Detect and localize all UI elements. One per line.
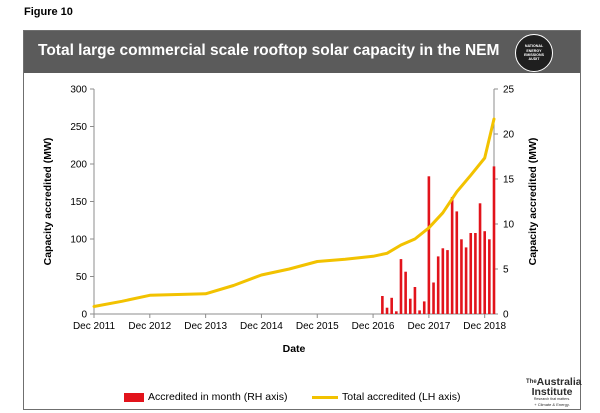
legend-item-bar: Accredited in month (RH axis) (124, 391, 287, 403)
bar-accredited-in-month (408, 298, 412, 314)
right-tick-label: 5 (503, 265, 509, 276)
right-tick-label: 10 (503, 220, 515, 231)
badge-text: NATIONAL ENERGY EMISSIONS AUDIT (524, 44, 544, 62)
bar-accredited-in-month (474, 233, 477, 314)
x-tick-label: Dec 2018 (463, 321, 506, 332)
chart-plot: 0 50 100 150 200 250 300 0 5 10 15 20 25 Dec 2011 Dec … (42, 85, 539, 356)
x-tick-label: Dec 2016 (352, 321, 395, 332)
left-tick-label: 0 (81, 310, 87, 321)
logo-name: TheAustralia Institute (526, 376, 582, 398)
bar-accredited-in-month (464, 247, 468, 314)
left-tick-label: 300 (70, 85, 87, 96)
right-tick-label: 25 (503, 85, 515, 96)
legend-item-line: Total accredited (LH axis) (312, 391, 460, 403)
left-tick-label: 50 (76, 272, 88, 283)
left-tick-label: 100 (70, 235, 87, 246)
bar-accredited-in-month (399, 259, 403, 314)
chart-title-bar: Total large commercial scale rooftop sol… (24, 31, 580, 73)
chart-frame: Total large commercial scale rooftop sol… (23, 30, 582, 410)
bar-accredited-in-month (413, 287, 417, 314)
x-tick-label: Dec 2012 (128, 321, 171, 332)
right-tick-label: 0 (503, 310, 509, 321)
legend-label-line: Total accredited (LH axis) (342, 391, 461, 403)
line-total-accredited (92, 117, 496, 308)
logo-tagline: Research that matters. (533, 397, 571, 401)
bar-accredited-in-month (460, 239, 463, 314)
bar-accredited-in-month (427, 176, 431, 314)
bar-accredited-in-month (483, 231, 486, 314)
x-tick-label: Dec 2015 (296, 321, 339, 332)
x-axis-label: Date (283, 343, 306, 355)
bar-accredited-in-month (432, 282, 435, 314)
legend-swatch-line (312, 395, 338, 399)
bar-accredited-in-month (446, 250, 449, 314)
australia-institute-logo: TheAustralia Institute Research that mat… (526, 376, 582, 408)
bar-accredited-in-month (455, 211, 459, 314)
bar-accredited-in-month (478, 203, 482, 314)
right-tick-label: 15 (503, 175, 515, 186)
right-tick-label: 20 (503, 130, 515, 141)
bar-accredited-in-month (488, 239, 491, 314)
bar-accredited-in-month (395, 311, 398, 314)
x-tick-label: Dec 2014 (240, 321, 283, 332)
bar-accredited-in-month (422, 301, 426, 314)
left-tick-label: 150 (70, 197, 87, 208)
bar-accredited-in-month (441, 248, 445, 314)
left-tick-label: 200 (70, 160, 87, 171)
left-tick-label: 250 (70, 122, 87, 133)
bar-accredited-in-month (390, 297, 393, 314)
bar-accredited-in-month (385, 307, 389, 314)
bar-accredited-in-month (492, 166, 496, 314)
logo-subtitle: + Climate & Energy. (534, 402, 570, 407)
x-tick-label: Dec 2017 (407, 321, 450, 332)
bar-accredited-in-month (450, 197, 454, 314)
x-tick-label: Dec 2013 (184, 321, 227, 332)
national-energy-emissions-audit-badge: NATIONAL ENERGY EMISSIONS AUDIT (515, 34, 553, 72)
chart-title: Total large commercial scale rooftop sol… (38, 42, 500, 59)
right-axis-label: Capacity accredited (MW) (527, 138, 539, 266)
x-tick-label: Dec 2011 (73, 321, 116, 332)
legend-swatch-bar (124, 392, 144, 402)
bar-accredited-in-month (381, 296, 384, 314)
bar-accredited-in-month (436, 256, 440, 314)
bar-accredited-in-month (404, 271, 407, 314)
left-axis-label: Capacity accredited (MW) (42, 138, 54, 266)
bar-accredited-in-month (418, 310, 421, 314)
figure-label: Figure 10 (24, 6, 73, 18)
bar-accredited-in-month (469, 233, 473, 314)
legend-label-bar: Accredited in month (RH axis) (148, 391, 288, 403)
